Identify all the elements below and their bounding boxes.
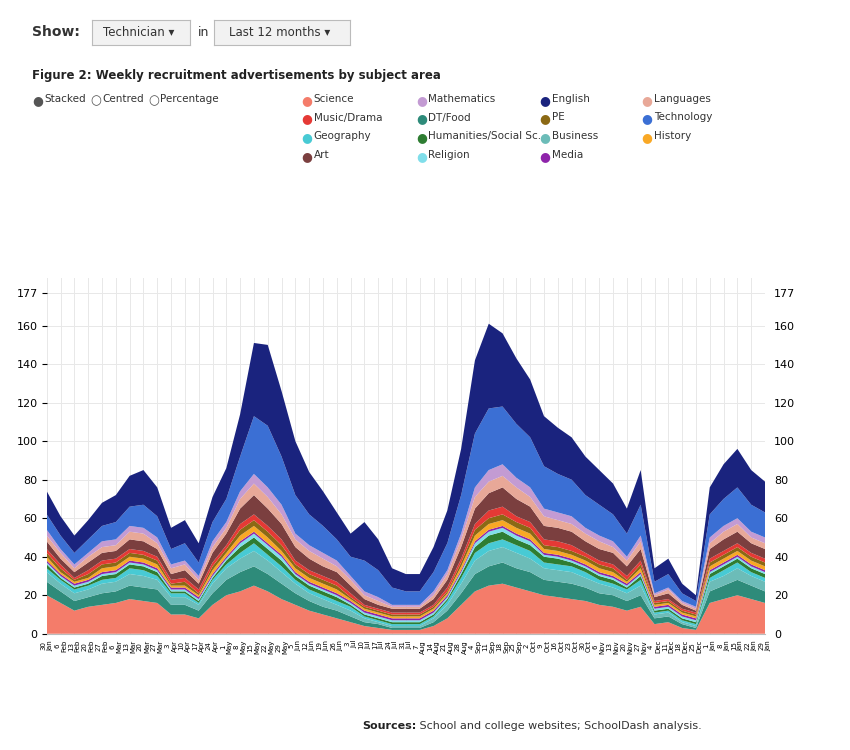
Text: ●: ● (540, 94, 551, 106)
Text: Media: Media (552, 150, 583, 160)
Text: Technician ▾: Technician ▾ (103, 26, 174, 39)
Text: Figure 2: Weekly recruitment advertisements by subject area: Figure 2: Weekly recruitment advertiseme… (32, 68, 441, 82)
Text: ●: ● (642, 94, 653, 106)
Text: ●: ● (540, 112, 551, 125)
Text: ○: ○ (148, 94, 159, 106)
Text: Business: Business (552, 131, 598, 141)
Text: ●: ● (302, 131, 313, 144)
Text: Humanities/Social Sc...: Humanities/Social Sc... (428, 131, 548, 141)
Text: ●: ● (416, 150, 428, 163)
Text: Show:: Show: (32, 26, 80, 39)
Text: DT/Food: DT/Food (428, 112, 471, 122)
Text: Stacked: Stacked (44, 94, 86, 104)
Text: ●: ● (302, 94, 313, 106)
Text: ●: ● (642, 112, 653, 125)
Text: Music/Drama: Music/Drama (314, 112, 382, 122)
Text: ●: ● (642, 131, 653, 144)
Text: English: English (552, 94, 590, 104)
Text: Technology: Technology (654, 112, 712, 122)
Text: Languages: Languages (654, 94, 711, 104)
Text: Geography: Geography (314, 131, 371, 141)
Text: ○: ○ (90, 94, 101, 106)
Text: Sources:: Sources: (362, 721, 416, 731)
Text: Centred: Centred (102, 94, 144, 104)
Text: Percentage: Percentage (160, 94, 218, 104)
Text: Art: Art (314, 150, 329, 160)
Text: PE: PE (552, 112, 564, 122)
Text: ●: ● (302, 112, 313, 125)
Text: ●: ● (302, 150, 313, 163)
Text: Science: Science (314, 94, 354, 104)
Text: Mathematics: Mathematics (428, 94, 496, 104)
Text: ●: ● (416, 94, 428, 106)
Text: ●: ● (540, 150, 551, 163)
Text: ●: ● (416, 112, 428, 125)
Text: Last 12 months ▾: Last 12 months ▾ (229, 26, 330, 39)
Text: ●: ● (416, 131, 428, 144)
Text: Religion: Religion (428, 150, 470, 160)
Text: ●: ● (540, 131, 551, 144)
Text: in: in (198, 26, 209, 39)
Text: History: History (654, 131, 691, 141)
Text: School and college websites; SchoolDash analysis.: School and college websites; SchoolDash … (416, 721, 702, 731)
Text: ●: ● (32, 94, 43, 106)
